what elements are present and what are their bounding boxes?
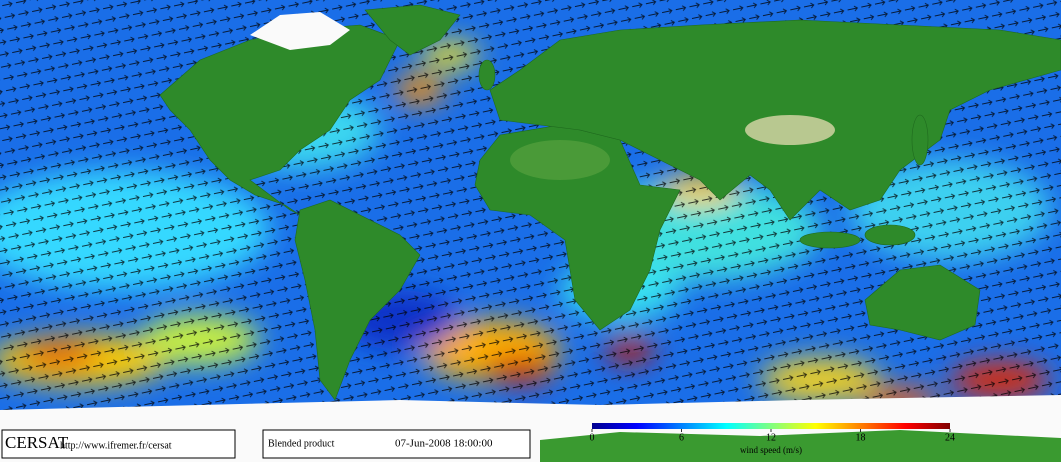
island: [478, 59, 496, 91]
tibet: [745, 115, 835, 145]
info-box-frame: [1, 429, 236, 459]
arctic-ice: [250, 12, 350, 50]
date: 07-Jun-2008 18:00:00: [395, 438, 493, 450]
land: [159, 4, 1061, 401]
greenland: [364, 4, 461, 56]
colorbar: wind speed (m/s) 0 6 12 18 24: [590, 423, 955, 455]
product-box: Blended product 07-Jun-2008 18:00:00: [262, 429, 531, 459]
product: Blended product: [268, 438, 335, 449]
colorbar-tick-label: 0: [590, 432, 595, 443]
island: [864, 224, 916, 246]
island: [799, 231, 861, 249]
info-box: CERSAT http://www.ifremer.fr/cersat: [1, 429, 236, 459]
colorbar-tick-label: 6: [679, 432, 684, 443]
island: [911, 114, 929, 166]
logo: CERSAT: [5, 433, 69, 452]
colorbar-tick-label: 12: [766, 432, 776, 443]
south-america: [294, 199, 421, 401]
colorbar-tick-label: 18: [856, 432, 866, 443]
australia: [864, 264, 981, 341]
product-box-frame: [262, 429, 531, 459]
sahara: [510, 140, 610, 180]
url[interactable]: http://www.ifremer.fr/cersat: [60, 440, 172, 451]
colorbar-label: wind speed (m/s): [740, 445, 802, 455]
colorbar-ramp: [592, 423, 950, 429]
antarctica-land: [540, 430, 1061, 462]
colorbar-tick-label: 24: [945, 432, 955, 443]
